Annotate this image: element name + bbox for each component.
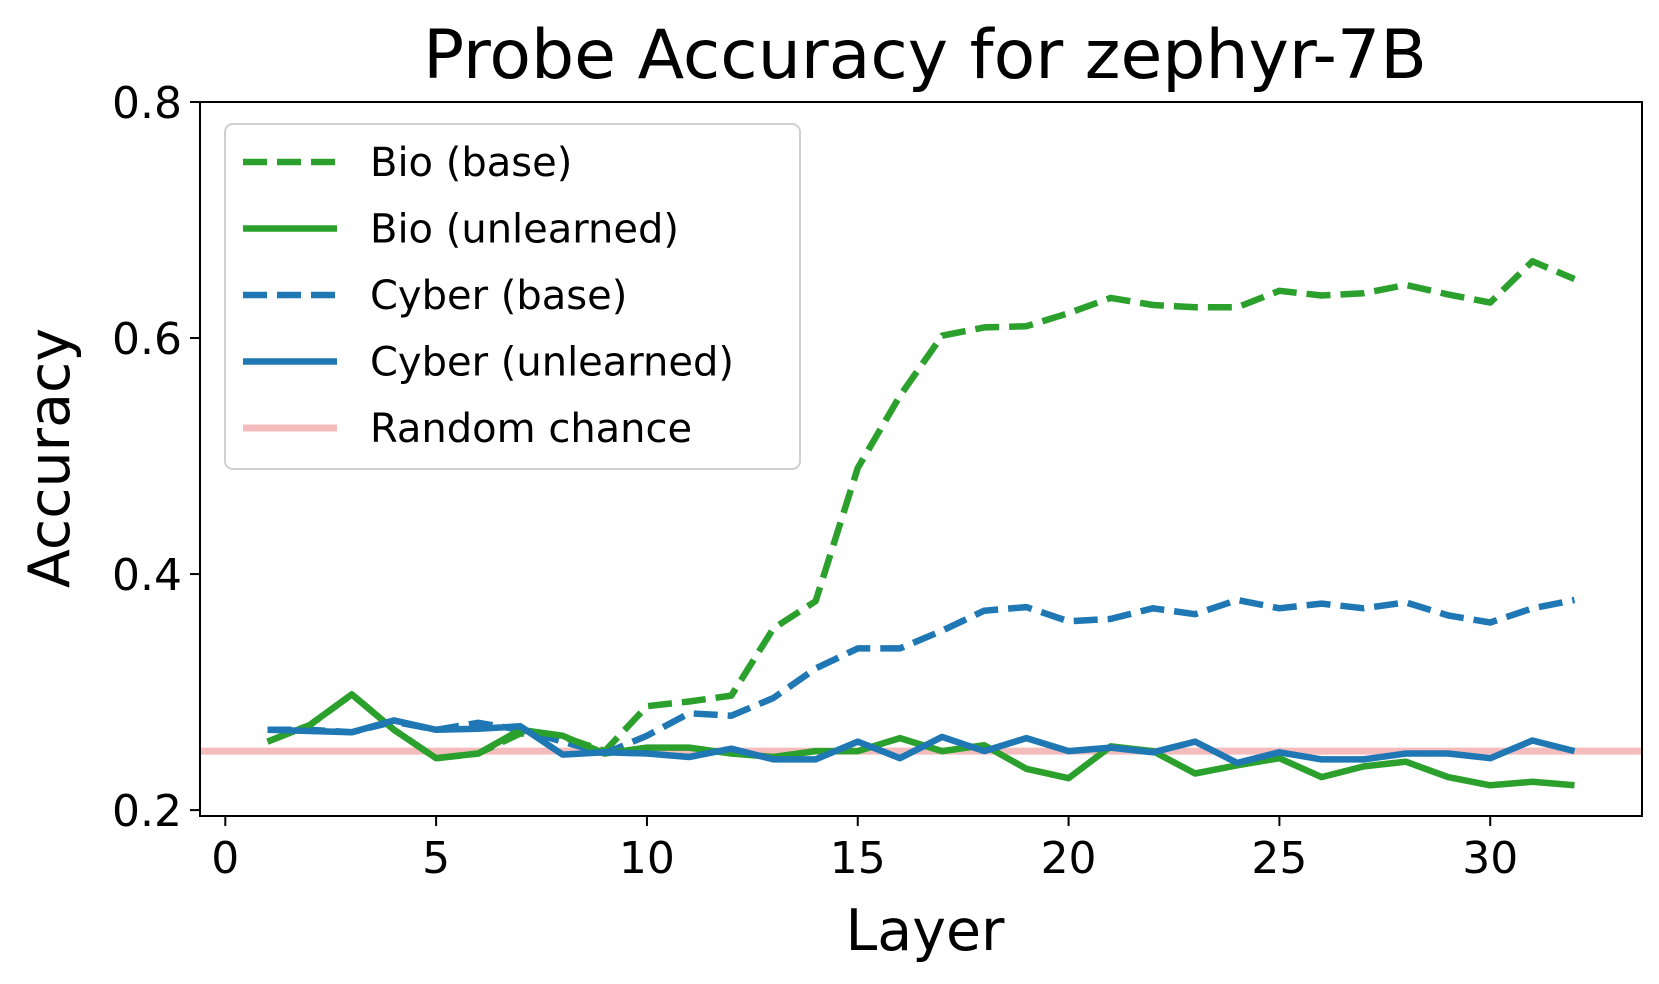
y-tick-label: 0.6 — [112, 314, 182, 365]
x-tick-label: 5 — [422, 833, 450, 884]
x-tick-label: 25 — [1251, 833, 1307, 884]
legend-random-chance-label: Random chance — [370, 406, 692, 452]
series-cyber-unlearned-line — [267, 717, 1576, 767]
legend: Bio (base) Bio (unlearned) Cyber (base) Cyb… — [224, 123, 801, 470]
x-tick-label: 20 — [1041, 833, 1097, 884]
series-layer — [200, 258, 1642, 789]
axes-layer: 0 5 10 15 20 25 30 0.2 0.4 0.6 0.8 — [112, 78, 1643, 884]
chart-title: Probe Accuracy for zephyr-7B — [423, 16, 1427, 95]
plot-area — [200, 258, 1642, 789]
series-cyber-base-line — [267, 596, 1576, 757]
legend-bio-unlearned-label: Bio (unlearned) — [370, 207, 679, 253]
y-axis-label: Accuracy — [17, 328, 83, 588]
x-tick-label: 30 — [1462, 833, 1518, 884]
x-tick-label: 0 — [211, 833, 239, 884]
x-axis-label: Layer — [846, 898, 1005, 964]
legend-box — [224, 123, 801, 470]
legend-cyber-unlearned-label: Cyber (unlearned) — [370, 340, 734, 386]
y-tick-label: 0.4 — [112, 550, 182, 601]
y-tick-label: 0.8 — [112, 78, 182, 129]
y-tick-label: 0.2 — [112, 786, 182, 837]
legend-cyber-base-label: Cyber (base) — [370, 273, 627, 319]
axes-frame — [199, 101, 1643, 817]
legend-bio-base-label: Bio (base) — [370, 140, 572, 186]
x-tick-label: 15 — [830, 833, 886, 884]
x-tick-label: 10 — [619, 833, 675, 884]
